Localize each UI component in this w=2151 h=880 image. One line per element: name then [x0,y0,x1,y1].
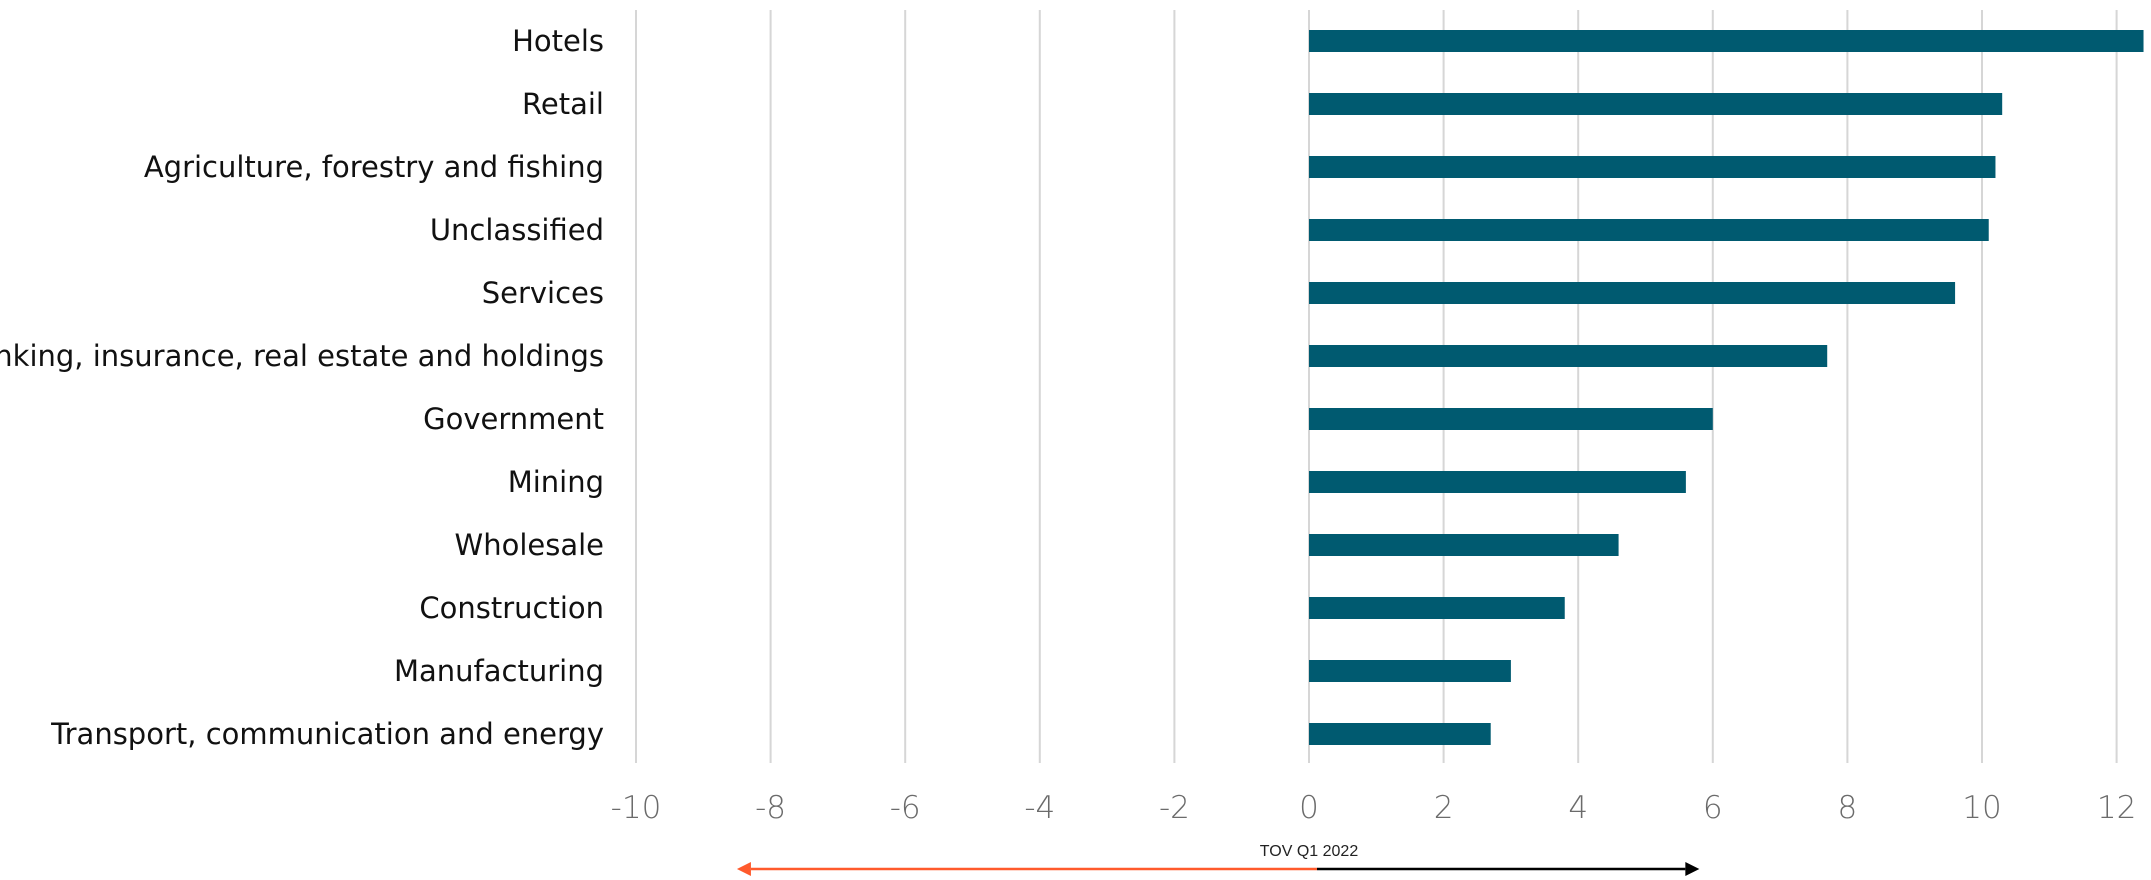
x-tick-label: 2 [1434,790,1454,826]
x-tick-label: 12 [2097,790,2136,826]
x-tick-label: -10 [611,790,662,826]
x-tick-label: -2 [1159,790,1190,826]
bar-0 [1309,30,2144,52]
category-label: Unclassified [430,213,604,247]
bar-3 [1309,219,1989,241]
category-label: Banking, insurance, real estate and hold… [0,339,604,373]
category-label: Retail [522,87,604,121]
x-tick-label: 8 [1838,790,1858,826]
x-tick-label: -4 [1024,790,1055,826]
category-labels: Hotels Retail Agriculture, forestry and fi… [0,24,604,751]
category-label: Construction [419,591,604,625]
x-tick-label: -8 [755,790,786,826]
bars [1309,30,2144,745]
bar-7 [1309,471,1686,493]
annotation-arrow: TOV Q1 2022 [736,843,1700,876]
x-tick-label: 0 [1299,790,1319,826]
x-tick-label: 10 [1962,790,2001,826]
annotation-label: TOV Q1 2022 [1260,843,1359,860]
bar-4 [1309,282,1956,304]
category-label: Wholesale [455,528,604,562]
category-label: Mining [508,465,604,499]
arrow-left-head [736,862,751,876]
bar-11 [1309,723,1491,745]
category-label: Hotels [512,24,604,58]
x-tick-label: 4 [1568,790,1588,826]
category-label: Manufacturing [394,654,604,688]
bar-9 [1309,597,1565,619]
gridlines [635,10,2118,763]
category-label: Government [423,402,604,436]
bar-6 [1309,408,1713,430]
bar-10 [1309,660,1511,682]
bar-8 [1309,534,1619,556]
bar-2 [1309,156,1996,178]
bar-1 [1309,93,2003,115]
x-axis-tick-labels: -10 -8 -6 -4 -2 0 2 4 6 8 10 12 [611,790,2137,826]
arrow-right-head [1685,862,1700,876]
category-label: Agriculture, forestry and fishing [144,150,604,184]
x-tick-label: 6 [1703,790,1723,826]
x-tick-label: -6 [890,790,921,826]
category-label: Transport, communication and energy [50,717,604,751]
bar-5 [1309,345,1828,367]
category-label: Services [482,276,604,310]
